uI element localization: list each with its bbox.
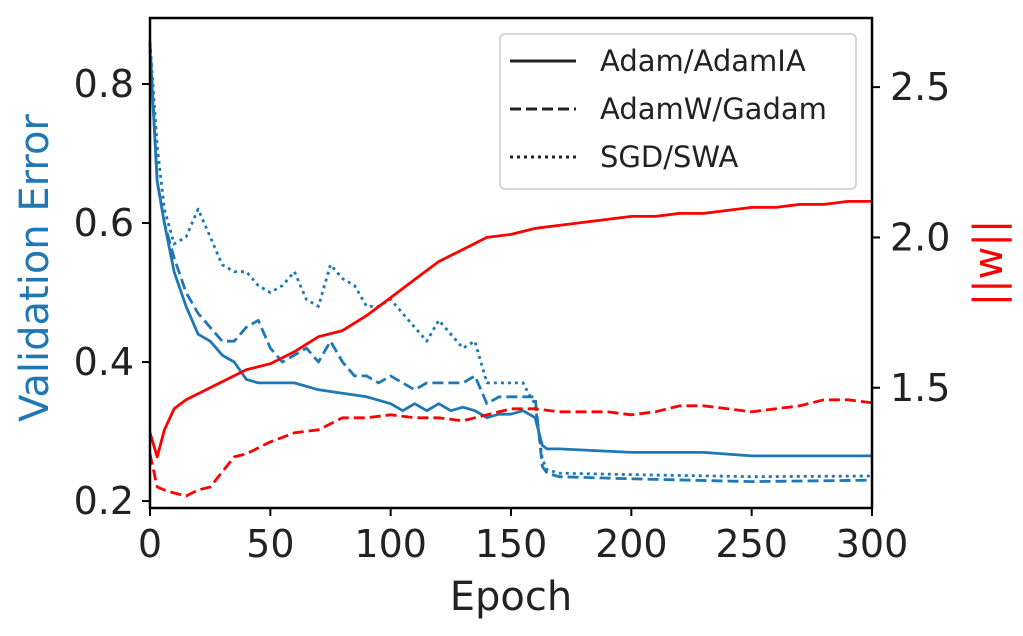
norm-line-dashed [148, 398, 873, 498]
error-line-solid [148, 49, 872, 458]
y2-axis-label: ||w|| [966, 220, 1012, 307]
y-tick-label: 0.8 [74, 62, 134, 106]
y-tick-label: 0.4 [74, 340, 134, 384]
x-tick-label: 50 [246, 522, 294, 566]
x-tick-label: 150 [475, 522, 548, 566]
legend-label-sgd: SGD/SWA [600, 140, 738, 174]
x-tick-label: 250 [715, 522, 788, 566]
ticks-layer: 0 50 100 150 200 250 300 0.2 0.4 0.6 0.8 1.5 2.0 2.5 [74, 62, 951, 566]
legend-label-adam: Adam/AdamIA [600, 44, 806, 78]
y2-tick-label: 2.0 [890, 215, 950, 259]
x-tick-label: 0 [138, 522, 162, 566]
norm-line-solid [148, 199, 872, 459]
y-axis-label: Validation Error [12, 114, 58, 422]
legend: Adam/AdamIA AdamW/Gadam SGD/SWA [499, 33, 857, 190]
series-layer [148, 42, 873, 498]
x-tick-label: 300 [836, 522, 909, 566]
y2-tick-label: 1.5 [890, 366, 950, 410]
y-tick-label: 0.6 [74, 201, 134, 245]
y2-tick-label: 2.5 [890, 65, 950, 109]
error-line-dashed [148, 42, 873, 484]
y-tick-label: 0.2 [74, 479, 134, 523]
x-tick-label: 200 [595, 522, 668, 566]
x-tick-label: 100 [354, 522, 427, 566]
legend-box [499, 33, 857, 190]
legend-label-adamw: AdamW/Gadam [600, 92, 827, 126]
x-axis-label: Epoch [450, 574, 572, 620]
